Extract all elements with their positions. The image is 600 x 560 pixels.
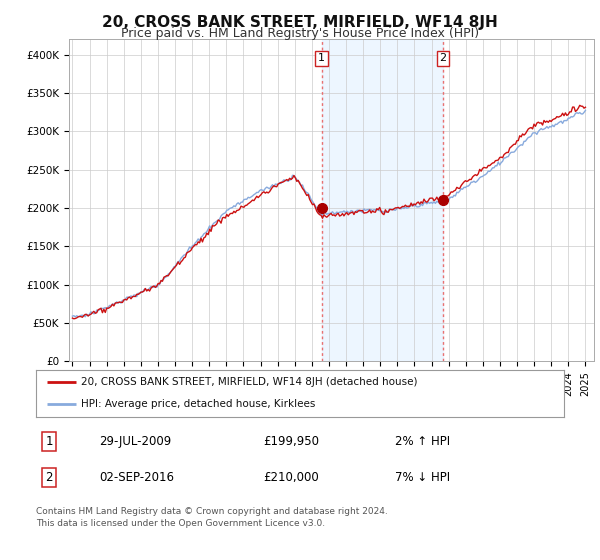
- Text: £199,950: £199,950: [263, 435, 319, 448]
- Text: 2: 2: [439, 53, 446, 63]
- Text: £210,000: £210,000: [263, 471, 319, 484]
- Bar: [322, 39, 443, 361]
- Text: 1: 1: [318, 53, 325, 63]
- Text: 2: 2: [46, 471, 53, 484]
- Text: 20, CROSS BANK STREET, MIRFIELD, WF14 8JH: 20, CROSS BANK STREET, MIRFIELD, WF14 8J…: [102, 15, 498, 30]
- Text: Price paid vs. HM Land Registry's House Price Index (HPI): Price paid vs. HM Land Registry's House …: [121, 27, 479, 40]
- Text: 2% ↑ HPI: 2% ↑ HPI: [395, 435, 450, 448]
- Text: Contains HM Land Registry data © Crown copyright and database right 2024.
This d: Contains HM Land Registry data © Crown c…: [36, 507, 388, 528]
- Text: HPI: Average price, detached house, Kirklees: HPI: Average price, detached house, Kirk…: [81, 399, 315, 409]
- Text: 02-SEP-2016: 02-SEP-2016: [100, 471, 175, 484]
- Text: 20, CROSS BANK STREET, MIRFIELD, WF14 8JH (detached house): 20, CROSS BANK STREET, MIRFIELD, WF14 8J…: [81, 377, 418, 388]
- Text: 1: 1: [46, 435, 53, 448]
- Text: 29-JUL-2009: 29-JUL-2009: [100, 435, 172, 448]
- Text: 7% ↓ HPI: 7% ↓ HPI: [395, 471, 450, 484]
